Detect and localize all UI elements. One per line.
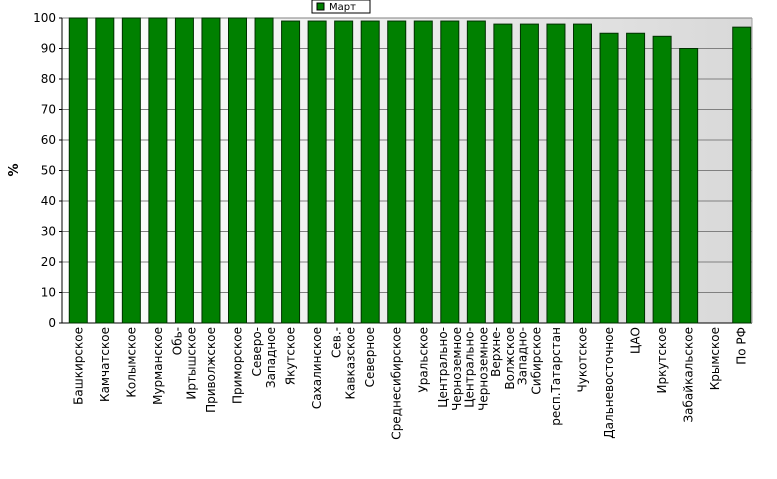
x-tick-label: Сев.-Кавказское <box>330 327 358 400</box>
y-tick-label: 30 <box>41 225 56 239</box>
bar <box>148 17 168 324</box>
y-tick-label: 90 <box>41 42 56 56</box>
bar <box>281 20 301 324</box>
x-tick-label: Иркутское <box>655 327 669 394</box>
x-tick-label: Обь-Иртышское <box>170 327 198 400</box>
y-tick-label: 20 <box>41 255 56 269</box>
bar <box>360 20 380 324</box>
legend-entry: Март <box>329 2 356 13</box>
x-tick-label: Мурманское <box>151 327 165 405</box>
x-tick-label: Уральское <box>416 327 430 393</box>
bar <box>493 23 513 324</box>
x-tick-label: Западно-Сибирское <box>515 327 543 395</box>
bar <box>387 20 407 324</box>
y-tick-labels: 0 10 20 30 40 50 60 70 80 90 100 <box>33 11 62 330</box>
x-tick-label: Забайкальское <box>682 327 696 423</box>
y-tick-label: 60 <box>41 133 56 147</box>
bar <box>174 17 194 324</box>
x-tick-label: Чукотское <box>576 327 590 392</box>
bar <box>546 23 566 324</box>
bar <box>652 35 672 324</box>
bar <box>334 20 354 324</box>
y-tick-label: 50 <box>41 164 56 178</box>
x-tick-label: Башкирское <box>71 327 85 405</box>
x-tick-label: По РФ <box>735 327 749 365</box>
y-tick-label: 10 <box>41 286 56 300</box>
x-tick-label: Крымское <box>708 327 722 390</box>
y-tick-label: 100 <box>33 11 56 25</box>
bar <box>732 26 752 324</box>
x-tick-label: Северное <box>363 327 377 387</box>
legend: Март <box>311 0 371 14</box>
x-tick-label: Среднесибирское <box>390 327 404 440</box>
x-tick-label: Северо-Западное <box>250 327 278 388</box>
bar <box>519 23 539 324</box>
bar <box>254 17 274 324</box>
x-tick-label: ЦАО <box>629 327 643 354</box>
y-tick-label: 80 <box>41 72 56 86</box>
bar <box>413 20 433 324</box>
y-tick-label: 70 <box>41 103 56 117</box>
x-tick-label: Дальневосточное <box>602 327 616 439</box>
x-tick-label: Камчатское <box>98 327 112 402</box>
bar <box>466 20 486 324</box>
x-tick-label: Центрально-Черноземное <box>436 327 464 411</box>
x-tick-label: Колымское <box>124 327 138 398</box>
x-tick-label: Якутское <box>284 327 298 385</box>
bar <box>307 20 327 324</box>
x-tick-label: Сахалинское <box>310 327 324 409</box>
x-tick-label: Верхне-Волжское <box>489 327 517 390</box>
bar <box>228 17 247 324</box>
x-tick-label: Приволжское <box>204 327 218 413</box>
y-axis-label: % <box>7 163 22 176</box>
bar <box>626 32 646 324</box>
legend-swatch <box>316 2 325 11</box>
x-tick-label: Центрально-Черноземное <box>462 327 490 411</box>
bar <box>573 23 592 324</box>
bar <box>68 17 88 324</box>
bars <box>68 17 752 324</box>
x-tick-label: Приморское <box>231 327 245 404</box>
x-tick-labels: Башкирское Камчатское Колымское Мурманское О… <box>71 327 748 440</box>
legend-box <box>311 0 371 14</box>
bar <box>440 20 460 324</box>
y-tick-label: 0 <box>48 316 56 330</box>
y-tick-label: 40 <box>41 194 56 208</box>
bar <box>201 17 221 324</box>
bar <box>679 48 699 324</box>
x-tick-label: респ.Татарстан <box>549 327 563 426</box>
bar <box>95 17 115 324</box>
bar <box>121 17 141 324</box>
bar <box>599 32 619 324</box>
